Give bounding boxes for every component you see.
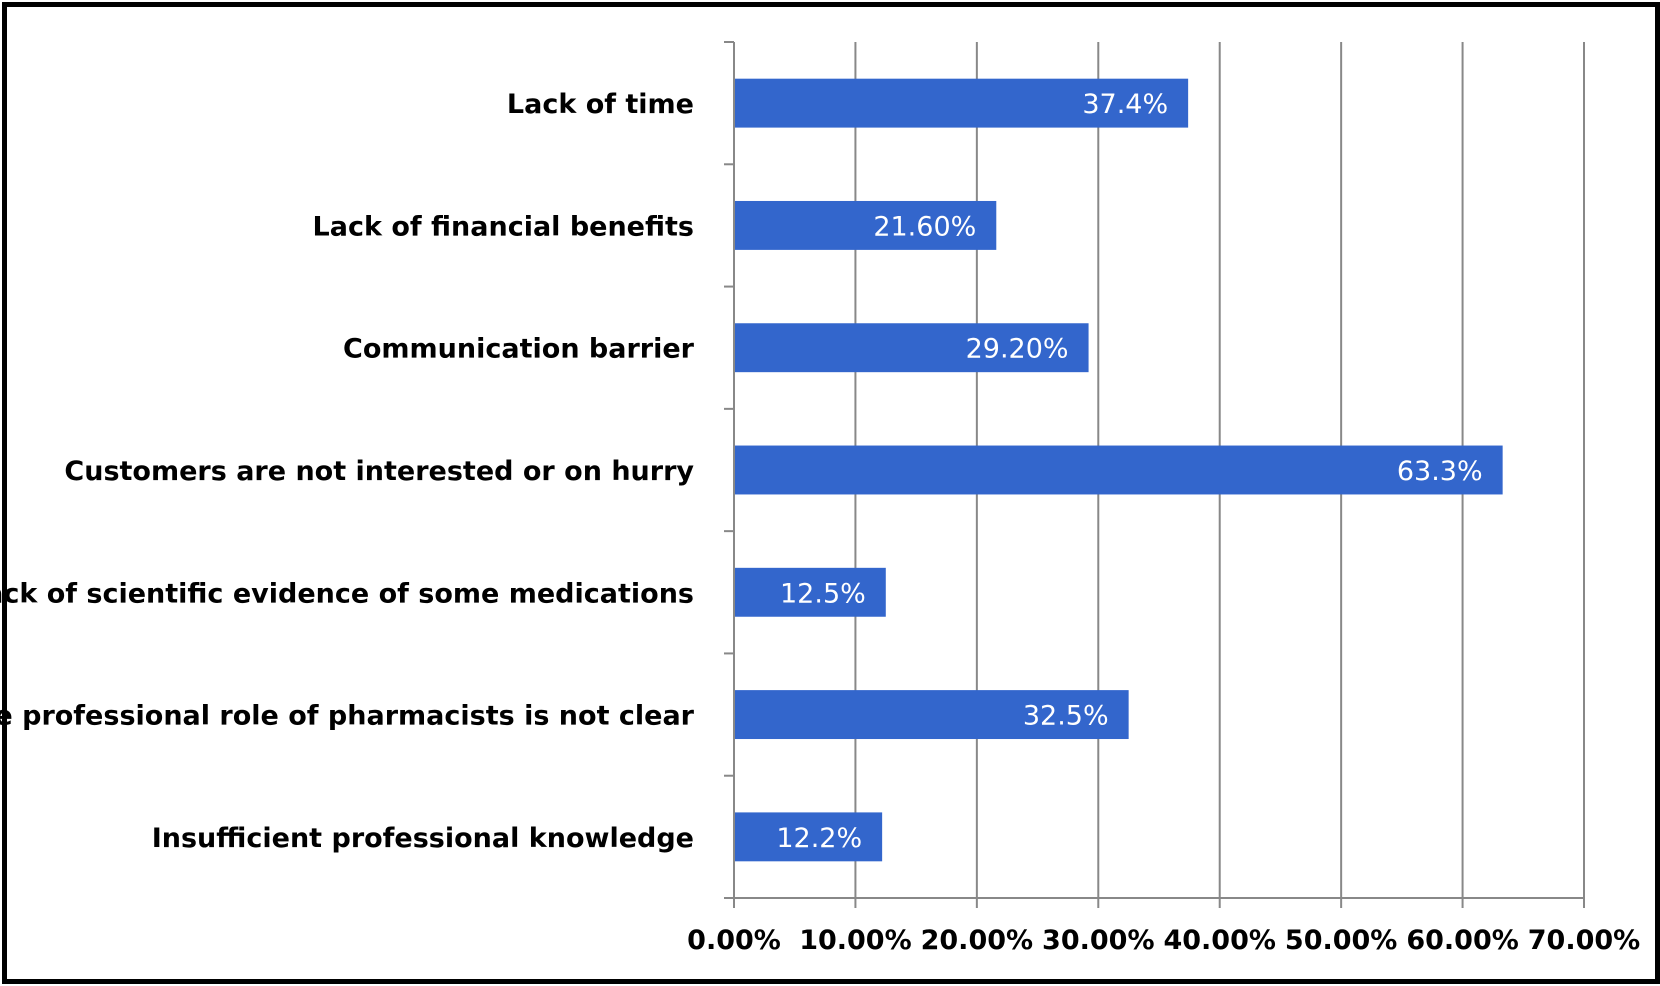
bar-data-label: 37.4% bbox=[1082, 89, 1168, 120]
bar-data-label: 63.3% bbox=[1397, 456, 1483, 487]
category-label: Customers are not interested or on hurry bbox=[64, 456, 694, 487]
category-label: The professional role of pharmacists is … bbox=[0, 701, 695, 732]
axes bbox=[724, 41, 1585, 908]
bar-data-label: 21.60% bbox=[873, 211, 976, 242]
bar-data-label: 29.20% bbox=[966, 334, 1069, 365]
bar bbox=[734, 567, 886, 617]
x-tick-label: 40.00% bbox=[1163, 925, 1275, 956]
bar bbox=[734, 812, 883, 862]
category-label: Lack of scientific evidence of some medi… bbox=[0, 578, 694, 609]
bar bbox=[734, 323, 1089, 373]
x-tick-label: 70.00% bbox=[1528, 925, 1640, 956]
bar bbox=[734, 78, 1189, 128]
bar bbox=[734, 445, 1503, 495]
category-label: Lack of time bbox=[507, 89, 694, 120]
bar-data-label: 12.2% bbox=[776, 823, 862, 854]
x-tick-label: 0.00% bbox=[687, 925, 781, 956]
category-label: Lack of financial benefits bbox=[313, 211, 694, 242]
bar bbox=[734, 200, 997, 250]
labels: 0.00% 10.00% 20.00% 30.00% 40.00% 50.00% 60.00… bbox=[0, 89, 1640, 956]
bar-data-label: 12.5% bbox=[780, 578, 866, 609]
bars bbox=[734, 78, 1503, 862]
bar-data-label: 32.5% bbox=[1023, 701, 1109, 732]
x-tick-label: 20.00% bbox=[921, 925, 1033, 956]
x-tick-label: 30.00% bbox=[1042, 925, 1154, 956]
x-tick-label: 50.00% bbox=[1285, 925, 1397, 956]
bar bbox=[734, 690, 1129, 740]
x-tick-label: 10.00% bbox=[799, 925, 911, 956]
x-tick-label: 60.00% bbox=[1406, 925, 1518, 956]
category-label: Insufficient professional knowledge bbox=[152, 823, 694, 854]
category-label: Communication barrier bbox=[343, 334, 695, 365]
